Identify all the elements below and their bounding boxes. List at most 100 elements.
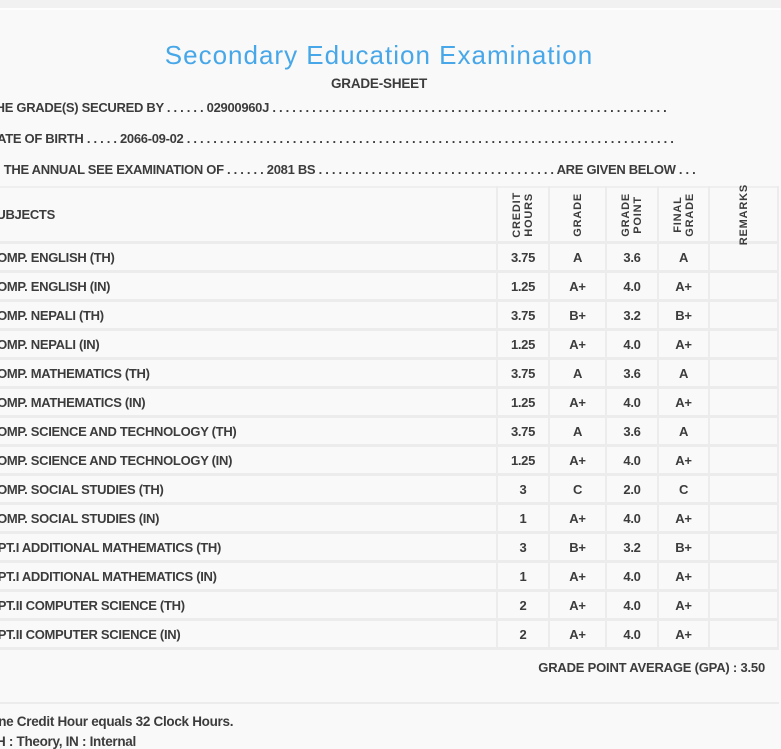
examination-label: IN THE ANNUAL SEE EXAMINATION OF bbox=[0, 162, 224, 177]
date-of-birth-value: 2066-09-02 bbox=[119, 131, 184, 146]
subject-cell: COMP. ENGLISH (TH) bbox=[0, 242, 497, 273]
grade-cell: A bbox=[548, 358, 606, 389]
dotted-leader: . . . . . . bbox=[227, 162, 264, 177]
final-grade-cell: A bbox=[657, 358, 709, 389]
remarks-cell bbox=[708, 300, 779, 331]
final-grade-cell: A bbox=[657, 416, 709, 447]
credit-hours-cell: 1.25 bbox=[496, 445, 549, 476]
final-grade-cell: A+ bbox=[657, 271, 709, 302]
grade-cell: A+ bbox=[548, 561, 606, 592]
credit-hours-header-label: CREDIT HOURS bbox=[511, 191, 535, 238]
remarks-cell bbox=[708, 271, 779, 302]
gpa-summary: GRADE POINT AVERAGE (GPA) : 3.50 bbox=[0, 650, 779, 675]
remarks-cell bbox=[708, 474, 779, 505]
grade-cell: A bbox=[548, 242, 606, 273]
subject-cell: OPT.II COMPUTER SCIENCE (IN) bbox=[0, 619, 497, 650]
final-grade-cell: A+ bbox=[657, 590, 709, 621]
table-row: OPT.I ADDITIONAL MATHEMATICS (TH) 3 B+ 3… bbox=[0, 532, 779, 563]
grade-sheet: Secondary Education Examination GRADE-SH… bbox=[0, 40, 779, 749]
subject-cell: COMP. SCIENCE AND TECHNOLOGY (TH) bbox=[0, 416, 497, 447]
grade-point-cell: 3.2 bbox=[605, 300, 658, 331]
grade-point-cell: 4.0 bbox=[605, 329, 658, 360]
grade-point-cell: 3.2 bbox=[605, 532, 658, 563]
credit-hours-cell: 3 bbox=[496, 474, 549, 505]
final-grade-cell: B+ bbox=[657, 300, 709, 331]
grade-cell: A+ bbox=[548, 590, 606, 621]
gpa-label: GRADE POINT AVERAGE (GPA) : bbox=[538, 660, 738, 675]
subject-cell: OPT.I ADDITIONAL MATHEMATICS (IN) bbox=[0, 561, 497, 592]
column-header-final-grade: FINAL GRADE bbox=[657, 187, 709, 244]
credit-hours-cell: 3.75 bbox=[496, 416, 549, 447]
table-row: COMP. SCIENCE AND TECHNOLOGY (TH) 3.75 A… bbox=[0, 416, 779, 447]
credit-hours-cell: 3.75 bbox=[496, 358, 549, 389]
final-grade-cell: A+ bbox=[657, 561, 709, 592]
table-row: COMP. MATHEMATICS (IN) 1.25 A+ 4.0 A+ bbox=[0, 387, 779, 418]
remarks-cell bbox=[708, 416, 779, 447]
grade-sheet-heading: GRADE-SHEET bbox=[330, 76, 428, 91]
grade-cell: A+ bbox=[548, 445, 606, 476]
remarks-cell bbox=[708, 242, 779, 273]
dotted-leader: . . . bbox=[678, 162, 696, 177]
date-of-birth-label: DATE OF BIRTH bbox=[0, 131, 84, 146]
grade-point-cell: 4.0 bbox=[605, 387, 658, 418]
credit-hours-cell: 1.25 bbox=[496, 387, 549, 418]
final-grade-cell: A+ bbox=[657, 445, 709, 476]
subject-cell: COMP. MATHEMATICS (IN) bbox=[0, 387, 497, 418]
examination-year-value: 2081 BS bbox=[266, 162, 316, 177]
credit-hours-cell: 1 bbox=[496, 503, 549, 534]
grade-point-cell: 4.0 bbox=[605, 271, 658, 302]
remarks-cell bbox=[708, 590, 779, 621]
remarks-cell bbox=[708, 503, 779, 534]
grades-table: SUBJECTS CREDIT HOURS GRADE GRADE POINT … bbox=[0, 183, 779, 650]
dotted-leader: . . . . . . . . . . . . . . . . . . . . … bbox=[186, 131, 674, 146]
gpa-value: 3.50 bbox=[740, 660, 765, 675]
grade-point-cell: 4.0 bbox=[605, 561, 658, 592]
column-header-subjects: SUBJECTS bbox=[0, 187, 497, 244]
symbol-number-value: 02900960J bbox=[206, 100, 270, 115]
final-grade-cell: C bbox=[657, 474, 709, 505]
subject-cell: OPT.I ADDITIONAL MATHEMATICS (TH) bbox=[0, 532, 497, 563]
grade-cell: A+ bbox=[548, 387, 606, 418]
table-row: COMP. SOCIAL STUDIES (TH) 3 C 2.0 C bbox=[0, 474, 779, 505]
grade-point-cell: 3.6 bbox=[605, 358, 658, 389]
subject-cell: COMP. NEPALI (TH) bbox=[0, 300, 497, 331]
grade-point-cell: 3.6 bbox=[605, 416, 658, 447]
credit-hours-cell: 2 bbox=[496, 590, 549, 621]
divider bbox=[0, 702, 779, 704]
final-grade-cell: A+ bbox=[657, 503, 709, 534]
remarks-cell bbox=[708, 387, 779, 418]
column-header-remarks: REMARKS bbox=[708, 183, 779, 246]
examination-line: IN THE ANNUAL SEE EXAMINATION OF . . . .… bbox=[0, 162, 779, 177]
final-grade-cell: A+ bbox=[657, 329, 709, 360]
grades-secured-line: THE GRADE(S) SECURED BY . . . . . . 0290… bbox=[0, 100, 779, 115]
subject-cell: COMP. NEPALI (IN) bbox=[0, 329, 497, 360]
final-grade-cell: A+ bbox=[657, 619, 709, 650]
final-grade-header-label: FINAL GRADE bbox=[671, 192, 696, 237]
column-header-grade: GRADE bbox=[548, 187, 606, 244]
table-row: COMP. ENGLISH (IN) 1.25 A+ 4.0 A+ bbox=[0, 271, 779, 302]
table-row: OPT.II COMPUTER SCIENCE (IN) 2 A+ 4.0 A+ bbox=[0, 619, 779, 650]
grade-cell: A+ bbox=[548, 503, 606, 534]
examination-suffix: ARE GIVEN BELOW bbox=[556, 162, 676, 177]
subject-cell: OPT.II COMPUTER SCIENCE (TH) bbox=[0, 590, 497, 621]
grade-point-cell: 4.0 bbox=[605, 619, 658, 650]
remarks-cell bbox=[708, 532, 779, 563]
remarks-cell bbox=[708, 445, 779, 476]
final-grade-cell: A+ bbox=[657, 387, 709, 418]
credit-hours-cell: 1 bbox=[496, 561, 549, 592]
remarks-header-label: REMARKS bbox=[737, 183, 750, 246]
grade-point-cell: 3.6 bbox=[605, 242, 658, 273]
grade-cell: A bbox=[548, 416, 606, 447]
grade-cell: A+ bbox=[548, 271, 606, 302]
remarks-cell bbox=[708, 619, 779, 650]
date-of-birth-line: DATE OF BIRTH . . . . . 2066-09-02 . . .… bbox=[0, 131, 779, 146]
remarks-cell bbox=[708, 329, 779, 360]
table-row: COMP. SCIENCE AND TECHNOLOGY (IN) 1.25 A… bbox=[0, 445, 779, 476]
table-row: OPT.II COMPUTER SCIENCE (TH) 2 A+ 4.0 A+ bbox=[0, 590, 779, 621]
grade-cell: B+ bbox=[548, 300, 606, 331]
grade-cell: A+ bbox=[548, 619, 606, 650]
note-credit-hour: One Credit Hour equals 32 Clock Hours. bbox=[0, 714, 234, 729]
credit-hours-cell: 1.25 bbox=[496, 329, 549, 360]
column-header-credit-hours: CREDIT HOURS bbox=[496, 187, 549, 244]
subject-cell: COMP. ENGLISH (IN) bbox=[0, 271, 497, 302]
